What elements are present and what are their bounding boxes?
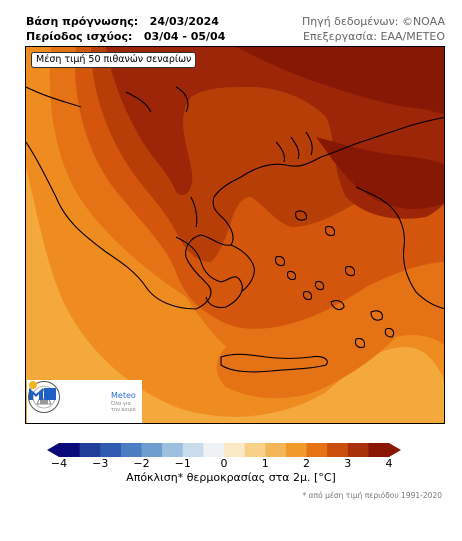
colorbar-cell xyxy=(141,443,163,457)
colorbar-tick-label: −4 xyxy=(50,457,68,470)
meteo-brand: Meteo xyxy=(111,391,136,400)
base-label: Βάση πρόγνωσης: xyxy=(26,15,139,28)
band-3-5-4 xyxy=(236,47,444,209)
meteo-logo-icon xyxy=(29,381,56,400)
colorbar-high-tip xyxy=(389,443,401,457)
colorbar-cell xyxy=(100,443,122,457)
meteo-tagline: Όλα για τον καιρό xyxy=(111,401,136,413)
colorbar-cell xyxy=(120,443,142,457)
colorbar-cell xyxy=(224,443,246,457)
coastlines xyxy=(26,86,444,373)
colorbar-cell xyxy=(162,443,184,457)
colorbar-cell xyxy=(306,443,328,457)
colorbar-cell xyxy=(285,443,307,457)
colorbar-cell xyxy=(327,443,349,457)
colorbar-cell xyxy=(347,443,369,457)
base-value: 24/03/2024 xyxy=(149,15,219,28)
source-info: Πηγή δεδομένων: ©NOAA Επεξεργασία: ΕΑΑ/Μ… xyxy=(302,14,445,44)
colorbar-tick-label: 2 xyxy=(303,457,310,470)
colorbar-cell xyxy=(244,443,266,457)
map-label: Μέση τιμή 50 πιθανών σεναρίων xyxy=(31,52,197,68)
colorbar-tick-label: 4 xyxy=(385,457,393,470)
footnote: * από μέση τιμή περιόδου 1991-2020 xyxy=(302,491,442,500)
colorbar-cell xyxy=(182,443,204,457)
data-source: Πηγή δεδομένων: ©NOAA xyxy=(301,15,445,28)
map-canvas xyxy=(26,47,444,423)
colorbar-cell xyxy=(203,443,225,457)
colorbar-tick-label: −3 xyxy=(92,457,109,470)
colorbar-tick-label: −1 xyxy=(174,457,191,470)
colorbar-cell xyxy=(265,443,287,457)
colorbar-title: Απόκλιση* θερμοκρασίας στα 2μ. [°C] xyxy=(126,471,336,484)
colorbar-tick-label: −2 xyxy=(133,457,150,470)
colorbar-tick-label: 1 xyxy=(261,457,269,470)
colorbar-tick-label: 3 xyxy=(344,457,352,470)
colorbar-tick-label: 0 xyxy=(220,457,228,470)
colorbar-cell xyxy=(79,443,101,457)
colorbar-cell xyxy=(59,443,81,457)
temperature-anomaly-map: Μέση τιμή 50 πιθανών σεναρίων Meteo Όλα … xyxy=(25,46,445,424)
colorbar-cell xyxy=(368,443,390,457)
colorbar xyxy=(47,443,401,457)
processing-credit: Επεξεργασία: ΕΑΑ/ΜΕΤΕΟ xyxy=(303,30,445,43)
forecast-info: Βάση πρόγνωσης: 24/03/2024 Περίοδος ισχύ… xyxy=(26,14,225,44)
logos-panel: Meteo Όλα για τον καιρό xyxy=(27,380,142,423)
period-value: 03/04 - 05/04 xyxy=(143,30,226,43)
period-label: Περίοδος ισχύος: xyxy=(26,30,133,43)
colorbar-low-tip xyxy=(47,443,59,457)
